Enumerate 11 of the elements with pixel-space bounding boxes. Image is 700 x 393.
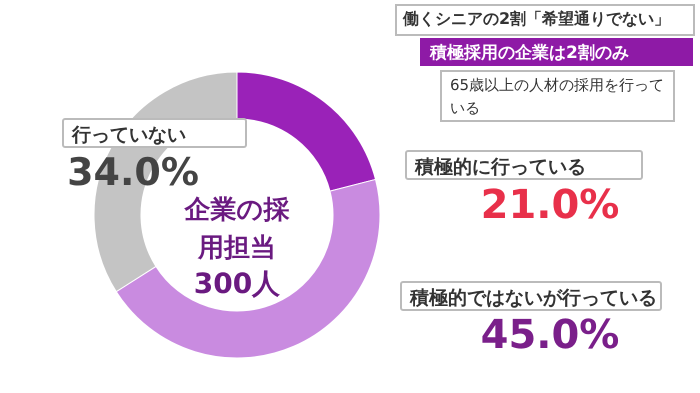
data-label: 34.0%	[66, 150, 200, 194]
slice-label: 行っていない	[62, 118, 247, 148]
chart-subtitle: 積極採用の企業は2割のみ	[420, 38, 693, 66]
text: 企業の採用担当	[184, 195, 290, 263]
data-label: 21.0%	[480, 182, 620, 228]
chart-title: 働くシニアの2割「希望通りでない」	[395, 4, 695, 36]
data-label: 45.0%	[480, 312, 620, 358]
text: 65歳以上の人材の採用を行っている	[440, 70, 675, 122]
slice-label: 積極的に行っている	[405, 150, 643, 180]
slice-label: 積極的ではないが行っている	[400, 281, 662, 311]
text: 300人	[192, 266, 282, 302]
